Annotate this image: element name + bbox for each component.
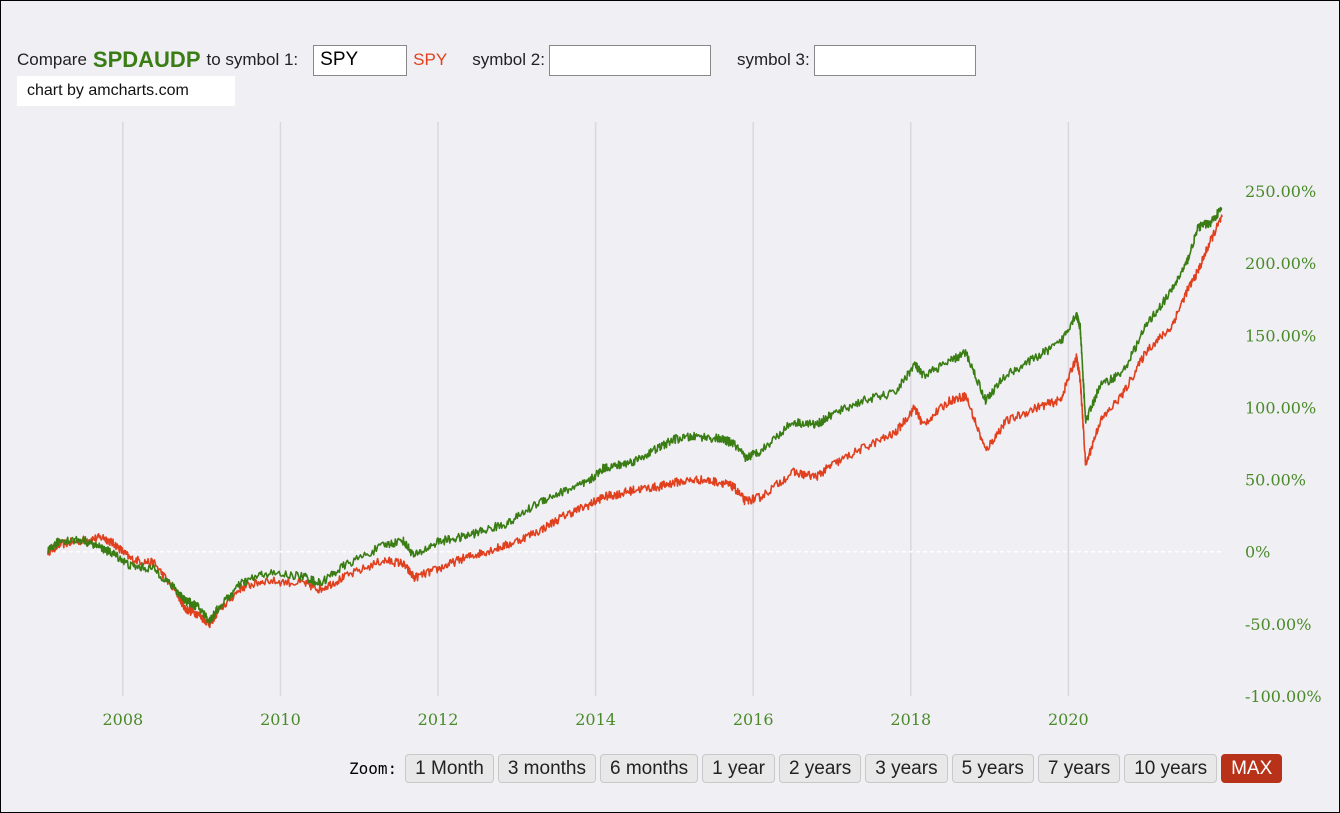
zoom-bar: Zoom: 1 Month 3 months 6 months 1 year 2… bbox=[349, 754, 1286, 783]
zoom-10-years-button[interactable]: 10 years bbox=[1124, 754, 1218, 783]
y-axis: 250.00% 200.00% 150.00% 100.00% 50.00% 0% -50.… bbox=[1245, 182, 1322, 706]
zoom-1-year-button[interactable]: 1 year bbox=[702, 754, 775, 783]
y-tick-label: 50.00% bbox=[1245, 471, 1306, 490]
zoom-6-months-button[interactable]: 6 months bbox=[599, 754, 699, 783]
series-layer bbox=[47, 206, 1223, 629]
x-tick-label: 2008 bbox=[102, 710, 143, 729]
symbol2-input[interactable] bbox=[548, 44, 711, 76]
zoom-5-years-button[interactable]: 5 years bbox=[951, 754, 1034, 783]
zoom-3-years-button[interactable]: 3 years bbox=[865, 754, 948, 783]
symbol3-input[interactable] bbox=[813, 44, 976, 76]
y-tick-label: 200.00% bbox=[1245, 254, 1316, 273]
y-tick-label: 100.00% bbox=[1245, 398, 1316, 417]
y-tick-label: 250.00% bbox=[1245, 182, 1316, 201]
amcharts-credit-link[interactable]: chart by amcharts.com bbox=[17, 76, 235, 106]
y-tick-label: 0% bbox=[1245, 543, 1270, 562]
zoom-label: Zoom: bbox=[349, 759, 398, 778]
symbol2-label: symbol 2: bbox=[472, 50, 545, 69]
x-axis: 2008 2010 2012 2014 2016 2018 2020 bbox=[102, 710, 1088, 729]
spy-series-line bbox=[47, 214, 1223, 629]
zoom-3-months-button[interactable]: 3 months bbox=[497, 754, 596, 783]
x-tick-label: 2012 bbox=[418, 710, 459, 729]
y-tick-label: -50.00% bbox=[1245, 615, 1311, 634]
compare-prefix: Compare bbox=[17, 50, 87, 69]
zoom-max-button[interactable]: MAX bbox=[1221, 754, 1283, 783]
compare-row: Compare SPDAUDP to symbol 1: SPY symbol … bbox=[17, 44, 976, 76]
spdaudp-series-line bbox=[47, 206, 1223, 626]
x-tick-label: 2010 bbox=[260, 710, 301, 729]
vertical-gridlines bbox=[122, 122, 1070, 696]
symbol1-tag: SPY bbox=[413, 50, 448, 69]
y-tick-label: 150.00% bbox=[1245, 326, 1316, 345]
primary-symbol: SPDAUDP bbox=[92, 47, 201, 72]
y-tick-label: -100.00% bbox=[1245, 687, 1322, 706]
x-tick-label: 2020 bbox=[1048, 710, 1089, 729]
zoom-7-years-button[interactable]: 7 years bbox=[1037, 754, 1121, 783]
zoom-2-years-button[interactable]: 2 years bbox=[778, 754, 862, 783]
symbol1-label: to symbol 1: bbox=[206, 50, 299, 69]
symbol3-label: symbol 3: bbox=[736, 50, 810, 69]
x-tick-label: 2016 bbox=[733, 710, 774, 729]
x-tick-label: 2014 bbox=[575, 710, 616, 729]
symbol1-input[interactable] bbox=[313, 44, 408, 76]
zoom-1-month-button[interactable]: 1 Month bbox=[405, 754, 494, 783]
x-tick-label: 2018 bbox=[890, 710, 931, 729]
